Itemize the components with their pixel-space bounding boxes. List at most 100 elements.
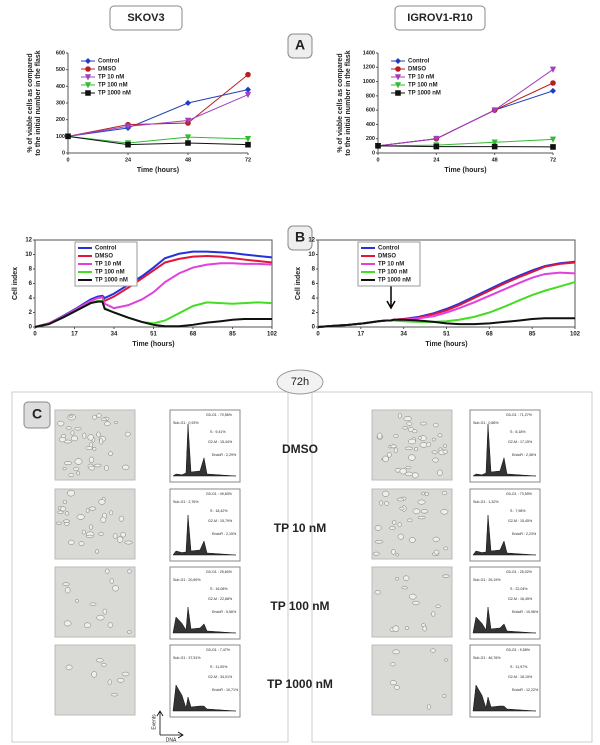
- marker: [125, 141, 131, 148]
- header: SKOV3: [127, 12, 164, 24]
- x-tick-label: 51: [150, 332, 157, 338]
- cycle-stat: EndoR : 5,56%: [212, 610, 237, 614]
- cell: [102, 608, 108, 615]
- y-tick-label: 0: [312, 325, 316, 331]
- cycle-stat: S : 11,00%: [210, 665, 228, 669]
- condition-label: TP 1000 nM: [267, 677, 333, 691]
- legend-label: Control: [408, 59, 430, 65]
- histogram: [472, 423, 537, 477]
- micrograph: [54, 566, 136, 638]
- cell: [113, 421, 119, 424]
- flow-axes: [156, 710, 184, 739]
- cell: [442, 449, 448, 454]
- cell: [112, 585, 119, 592]
- marker: [549, 87, 557, 94]
- cell: [377, 432, 383, 440]
- panel-label: B: [295, 229, 305, 245]
- legend-label: DMSO: [98, 67, 116, 73]
- cell: [382, 490, 390, 497]
- y-tick-label: 6: [29, 281, 33, 287]
- cycle-stat: Sub-G1 : 0,86%: [473, 421, 499, 425]
- cycle-stat: G2-M : 15,79%: [208, 519, 233, 523]
- y-tick-label: 10: [25, 252, 32, 258]
- y-tick-label: 8: [312, 267, 316, 273]
- micrograph: [54, 409, 136, 481]
- legend-label: TP 1000 nM: [98, 91, 131, 97]
- y-axis-label: % of viable cells as compared: [337, 53, 344, 152]
- cell: [379, 500, 384, 506]
- cell: [437, 433, 443, 438]
- cell: [74, 599, 79, 603]
- cell: [421, 491, 425, 496]
- legend-label: TP 1000 nM: [95, 278, 128, 284]
- series-line: [377, 145, 554, 148]
- cycle-stat: Sub-G1 : 0,93%: [173, 421, 199, 425]
- cell: [401, 586, 408, 590]
- y-tick-label: 1400: [363, 50, 375, 56]
- cell: [422, 625, 427, 632]
- cycle-stat: G2-M : 16,45%: [508, 597, 533, 601]
- histogram: [472, 606, 537, 634]
- marker: [184, 99, 192, 107]
- cell: [397, 412, 402, 419]
- series-line: [34, 262, 273, 328]
- cell: [112, 533, 118, 539]
- cycle-stat: G0-G1 : 25,60%: [206, 570, 233, 574]
- y-tick-label: 6: [312, 281, 316, 287]
- legend-label: TP 10 nM: [95, 262, 121, 268]
- cell: [96, 431, 101, 438]
- y-axis-label: Cell index: [12, 267, 19, 300]
- cycle-stat: G2-M : 34,01%: [208, 675, 233, 679]
- cell: [417, 436, 422, 440]
- cell: [62, 582, 70, 586]
- marker: [85, 90, 91, 96]
- histogram: [172, 684, 237, 712]
- marker: [244, 86, 252, 93]
- series-line: [67, 74, 249, 137]
- cell: [374, 540, 384, 544]
- cell: [412, 508, 421, 515]
- cell: [405, 465, 412, 470]
- legend-label: TP 1000 nM: [378, 278, 411, 284]
- marker: [244, 91, 252, 99]
- cell: [111, 692, 119, 697]
- cycle-stat: EndoR : 12,22%: [512, 688, 539, 692]
- marker: [124, 123, 132, 130]
- cell: [126, 630, 132, 634]
- flow-axis-label: Events: [151, 714, 157, 730]
- panel-label: A: [295, 37, 305, 53]
- cell: [74, 426, 82, 431]
- cell: [392, 625, 400, 632]
- cell: [64, 587, 71, 594]
- cycle-stat: Sub-G1 : 37,51%: [173, 656, 201, 660]
- cycle-stat: G2-M : 15,44%: [208, 440, 233, 444]
- series-line: [67, 135, 249, 146]
- cell: [100, 663, 107, 667]
- cycle-stat: G0-G1 : 49,83%: [206, 492, 233, 496]
- x-tick-label: 0: [66, 157, 69, 163]
- cell: [402, 575, 410, 581]
- cycle-stat: Sub-G1 : 26,19%: [473, 578, 501, 582]
- marker: [244, 136, 252, 143]
- cell: [76, 514, 85, 520]
- cell: [406, 421, 413, 426]
- cell: [98, 532, 105, 536]
- y-tick-label: 4: [312, 296, 316, 302]
- cell: [107, 679, 112, 686]
- cell: [107, 622, 113, 628]
- marker: [491, 143, 498, 150]
- x-axis-label: Time (hours): [444, 167, 486, 174]
- y-axis-label: % of viable cells as compared: [27, 53, 34, 152]
- y-axis-label: Cell index: [295, 267, 302, 300]
- cell: [435, 604, 441, 609]
- cell: [404, 626, 410, 630]
- series-line: [377, 69, 554, 147]
- cycle-stat: G2-M : 22,68%: [208, 597, 233, 601]
- cell: [68, 539, 75, 545]
- cycle-stat: Sub-G1 : 46,76%: [473, 656, 501, 660]
- legend-label: Control: [95, 246, 117, 252]
- legend-label: TP 10 nM: [378, 262, 404, 268]
- cell: [393, 434, 399, 438]
- y-axis-label: to the initial number in the flask: [35, 50, 42, 156]
- marker: [394, 74, 402, 81]
